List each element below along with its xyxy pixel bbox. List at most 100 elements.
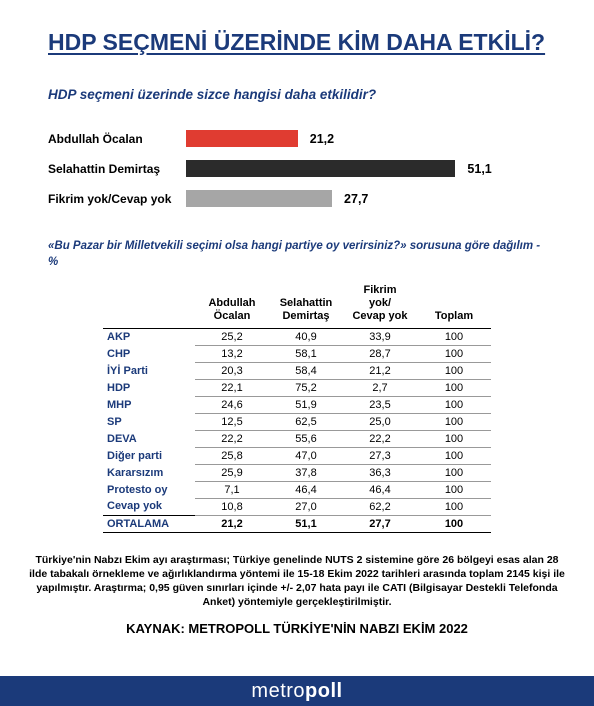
table-row: HDP22,175,22,7100	[103, 379, 491, 396]
table-cell: 7,1	[195, 481, 269, 498]
table-cell: 46,4	[269, 481, 343, 498]
table-cell: 40,9	[269, 328, 343, 345]
bar-row: Selahattin Demirtaş 51,1	[48, 154, 546, 184]
table-cell: 10,8	[195, 498, 269, 515]
bar-fill	[186, 190, 332, 207]
table-cell: 58,1	[269, 345, 343, 362]
table-cell: 13,2	[195, 345, 269, 362]
table-row-head: DEVA	[103, 430, 195, 447]
table-cell: 22,2	[195, 430, 269, 447]
table-cell: 20,3	[195, 362, 269, 379]
table-col-header: Fikrim yok/ Cevap yok	[343, 280, 417, 328]
table-row-head: İYİ Parti	[103, 362, 195, 379]
table-col-header: Selahattin Demirtaş	[269, 280, 343, 328]
table-cell: 100	[417, 362, 491, 379]
table-cell: 100	[417, 447, 491, 464]
table-cell: 21,2	[195, 515, 269, 532]
table-cell: 27,7	[343, 515, 417, 532]
table-cell: 37,8	[269, 464, 343, 481]
bar-chart: Abdullah Öcalan 21,2 Selahattin Demirtaş 51…	[48, 124, 546, 214]
table-row: Cevap yok10,827,062,2100	[103, 498, 491, 515]
table-cell: 21,2	[343, 362, 417, 379]
table-cell: 2,7	[343, 379, 417, 396]
table-col-header: Toplam	[417, 280, 491, 328]
brand-logo-bold: poll	[305, 680, 343, 702]
table-row: CHP13,258,128,7100	[103, 345, 491, 362]
table-row-head: Kararsızım	[103, 464, 195, 481]
table-cell: 100	[417, 413, 491, 430]
table-col-header: Abdullah Öcalan	[195, 280, 269, 328]
table-cell: 27,3	[343, 447, 417, 464]
table-row-head: SP	[103, 413, 195, 430]
table-cell: 55,6	[269, 430, 343, 447]
table-row: Protesto oy7,146,446,4100	[103, 481, 491, 498]
source-line: KAYNAK: METROPOLL TÜRKİYE'NİN NABZI EKİM…	[48, 621, 546, 636]
table-row-head: Protesto oy	[103, 481, 195, 498]
table-row: AKP25,240,933,9100	[103, 328, 491, 345]
table-row-head: AKP	[103, 328, 195, 345]
table-cell: 100	[417, 515, 491, 532]
table-cell: 100	[417, 498, 491, 515]
table-cell: 25,9	[195, 464, 269, 481]
crosstab-table: Abdullah ÖcalanSelahattin DemirtaşFikrim…	[103, 280, 491, 533]
table-cell: 28,7	[343, 345, 417, 362]
table-cell: 100	[417, 379, 491, 396]
page-title: HDP SEÇMENİ ÜZERİNDE KİM DAHA ETKİLİ?	[48, 28, 546, 57]
table-cell: 75,2	[269, 379, 343, 396]
table-cell: 100	[417, 345, 491, 362]
table-cell: 62,5	[269, 413, 343, 430]
bar-value: 27,7	[344, 192, 368, 206]
table-row-head: MHP	[103, 396, 195, 413]
bar-row: Abdullah Öcalan 21,2	[48, 124, 546, 154]
bar-row: Fikrim yok/Cevap yok 27,7	[48, 184, 546, 214]
table-cell: 51,1	[269, 515, 343, 532]
table-cell: 27,0	[269, 498, 343, 515]
table-cell: 100	[417, 464, 491, 481]
bar-fill	[186, 130, 298, 147]
table-cell: 23,5	[343, 396, 417, 413]
brand-logo-thin: metro	[251, 680, 305, 702]
table-cell: 12,5	[195, 413, 269, 430]
table-cell: 25,8	[195, 447, 269, 464]
table-row-head: ORTALAMA	[103, 515, 195, 532]
table-cell: 62,2	[343, 498, 417, 515]
bar-track: 27,7	[186, 190, 368, 207]
table-total-row: ORTALAMA21,251,127,7100	[103, 515, 491, 532]
table-row: İYİ Parti20,358,421,2100	[103, 362, 491, 379]
table-cell: 25,2	[195, 328, 269, 345]
bar-label: Fikrim yok/Cevap yok	[48, 192, 186, 206]
table-cell: 47,0	[269, 447, 343, 464]
table-cell: 100	[417, 396, 491, 413]
methodology-note: Türkiye'nin Nabzı Ekim ayı araştırması; …	[28, 553, 566, 610]
bar-value: 21,2	[310, 132, 334, 146]
table-row: Kararsızım25,937,836,3100	[103, 464, 491, 481]
page: HDP SEÇMENİ ÜZERİNDE KİM DAHA ETKİLİ? HD…	[0, 0, 594, 706]
table-cell: 25,0	[343, 413, 417, 430]
footer-bar: metropoll	[0, 676, 594, 706]
bar-track: 21,2	[186, 130, 334, 147]
table-cell: 36,3	[343, 464, 417, 481]
bar-track: 51,1	[186, 160, 492, 177]
table-row: DEVA22,255,622,2100	[103, 430, 491, 447]
table-cell: 51,9	[269, 396, 343, 413]
table-row-head: CHP	[103, 345, 195, 362]
bar-fill	[186, 160, 455, 177]
table-cell: 22,2	[343, 430, 417, 447]
table-caption: «Bu Pazar bir Milletvekili seçimi olsa h…	[48, 238, 546, 270]
table-row: Diğer parti25,847,027,3100	[103, 447, 491, 464]
table-row: SP12,562,525,0100	[103, 413, 491, 430]
bar-label: Selahattin Demirtaş	[48, 162, 186, 176]
table-cell: 100	[417, 481, 491, 498]
question-subtitle: HDP seçmeni üzerinde sizce hangisi daha …	[48, 87, 546, 102]
bar-value: 51,1	[467, 162, 491, 176]
table-row-head: Cevap yok	[103, 498, 195, 515]
table-row-head: HDP	[103, 379, 195, 396]
bar-label: Abdullah Öcalan	[48, 132, 186, 146]
table-corner	[103, 280, 195, 328]
table-cell: 46,4	[343, 481, 417, 498]
table-cell: 24,6	[195, 396, 269, 413]
table-cell: 22,1	[195, 379, 269, 396]
table-cell: 58,4	[269, 362, 343, 379]
brand-logo: metropoll	[251, 680, 342, 703]
table-cell: 100	[417, 328, 491, 345]
